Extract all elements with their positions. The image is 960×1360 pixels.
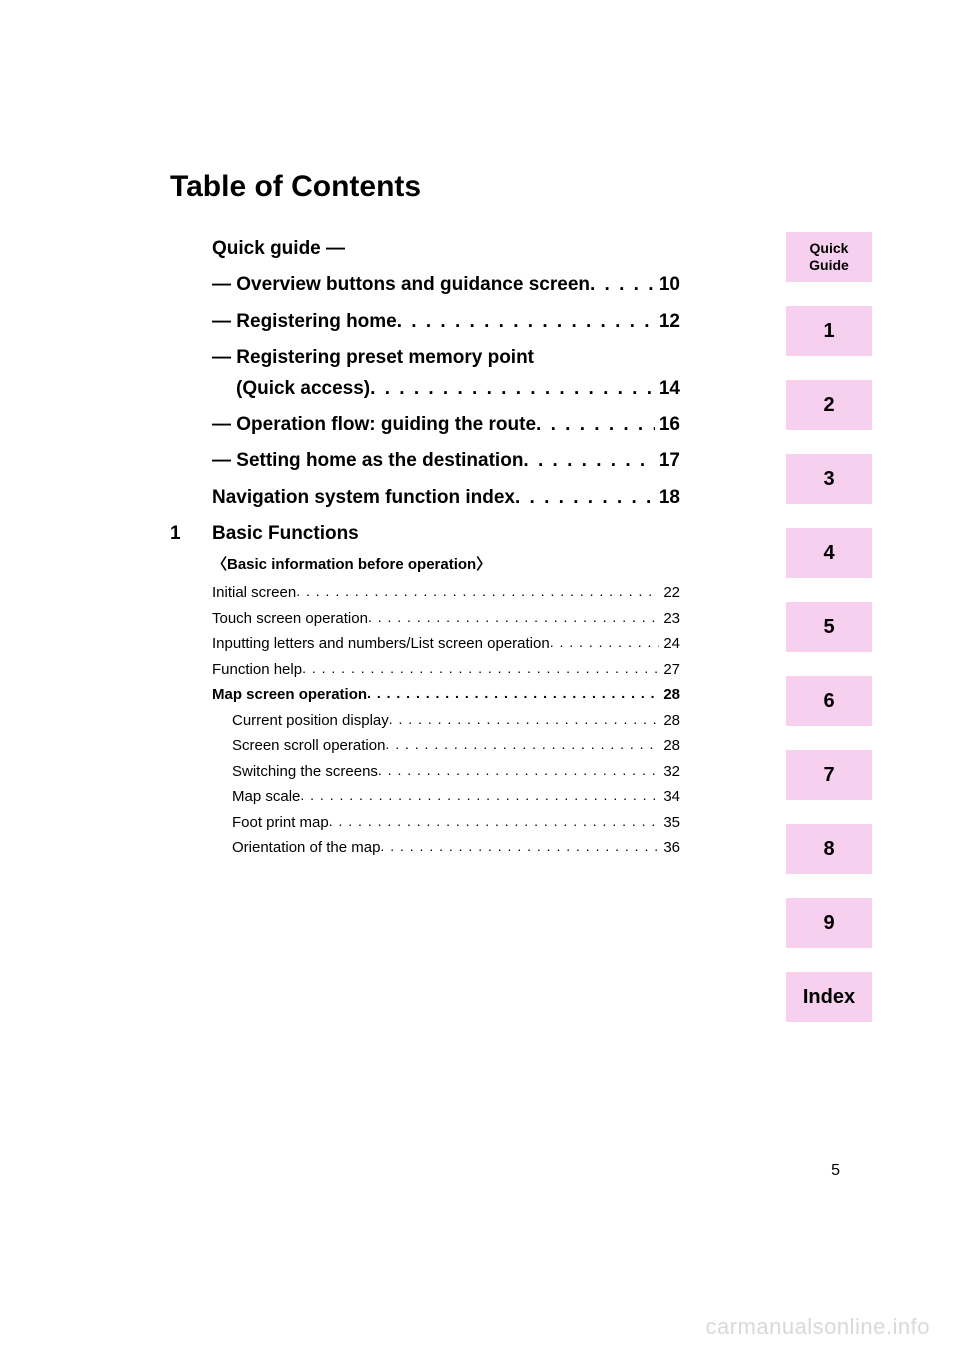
entry-page: 12: [655, 307, 680, 337]
toc-sub-entry: Foot print map . . . . . . . . . . . . .…: [212, 810, 680, 836]
entry-label: Current position display: [232, 708, 389, 734]
entry-page: 22: [659, 580, 680, 606]
leader-dots: . . . . . . . . . . . . . . . . . . . . …: [550, 631, 660, 657]
page-number: 5: [831, 1162, 840, 1180]
entry-label: Touch screen operation: [212, 606, 368, 632]
side-tabs: Quick Guide 1 2 3 4 5 6 7 8 9 Index: [786, 232, 872, 1046]
entry-label: — Registering preset memory point: [212, 343, 680, 373]
toc-sub-entry: Current position display . . . . . . . .…: [212, 708, 680, 734]
side-tab[interactable]: Index: [786, 972, 872, 1022]
entry-page: 17: [655, 446, 680, 476]
entry-label: (Quick access): [236, 374, 370, 404]
entry-label: Map scale: [232, 784, 300, 810]
entry-page: 27: [659, 657, 680, 683]
entry-page: 28: [659, 682, 680, 708]
leader-dots: . . . . . . . . . . . . . . . . . . . . …: [378, 759, 659, 785]
toc-sub-entry: Initial screen . . . . . . . . . . . . .…: [212, 580, 680, 606]
sub-entries-list: Initial screen . . . . . . . . . . . . .…: [212, 580, 680, 861]
entry-label: Foot print map: [232, 810, 329, 836]
leader-dots: . . . . . . . . . . . . . . . . . . . . …: [370, 374, 655, 404]
toc-sub-entry: Map scale . . . . . . . . . . . . . . . …: [212, 784, 680, 810]
leader-dots: . . . . . . . . . . . . . . . . . . . . …: [397, 307, 655, 337]
entry-line2: (Quick access) . . . . . . . . . . . . .…: [212, 374, 680, 404]
heading-label: Quick guide —: [212, 234, 345, 264]
entry-label: — Operation flow: guiding the route: [212, 410, 536, 440]
leader-dots: . . . . . . . . . . . . . . . . . . . . …: [536, 410, 655, 440]
leader-dots: . . . . . . . . . . . . . . . . . . . . …: [302, 657, 659, 683]
leader-dots: . . . . . . . . . . . . . . . . . . . . …: [389, 708, 660, 734]
toc-sub-entry: Switching the screens . . . . . . . . . …: [212, 759, 680, 785]
toc-entry: Navigation system function index . . . .…: [212, 483, 680, 513]
side-tab[interactable]: 2: [786, 380, 872, 430]
page-title: Table of Contents: [170, 170, 680, 204]
section-subtitle: 〈Basic information before operation〉: [212, 553, 680, 574]
entry-label: Inputting letters and numbers/List scree…: [212, 631, 550, 657]
toc-entry: — Overview buttons and guidance screen .…: [212, 270, 680, 300]
entry-page: 32: [659, 759, 680, 785]
toc-sub-entry: Screen scroll operation . . . . . . . . …: [212, 733, 680, 759]
watermark: carmanualsonline.info: [705, 1314, 930, 1340]
entry-label: Initial screen: [212, 580, 296, 606]
leader-dots: . . . . . . . . . . . . . . . . . . . . …: [523, 446, 654, 476]
entry-page: 14: [655, 374, 680, 404]
toc-sub-entry: Function help . . . . . . . . . . . . . …: [212, 657, 680, 683]
leader-dots: . . . . . . . . . . . . . . . . . . . . …: [367, 682, 659, 708]
section-number: 1: [170, 523, 212, 545]
entry-label: Screen scroll operation: [232, 733, 385, 759]
side-tab[interactable]: 9: [786, 898, 872, 948]
toc-sub-entry: Orientation of the map . . . . . . . . .…: [212, 835, 680, 861]
entry-page: 28: [659, 708, 680, 734]
entry-label: Navigation system function index: [212, 483, 515, 513]
toc-sub-entry: Inputting letters and numbers/List scree…: [212, 631, 680, 657]
entry-page: 24: [659, 631, 680, 657]
quick-entries-list: — Overview buttons and guidance screen .…: [212, 270, 680, 337]
entry-page: 34: [659, 784, 680, 810]
toc-entry-wrap: — Registering preset memory point (Quick…: [212, 343, 680, 404]
side-tab[interactable]: 6: [786, 676, 872, 726]
quick-guide-heading: Quick guide —: [212, 234, 680, 264]
side-tab[interactable]: 4: [786, 528, 872, 578]
leader-dots: . . . . . . . . . . . . . . . . . . . . …: [380, 835, 659, 861]
leader-dots: . . . . . . . . . . . . . . . . . . . . …: [515, 483, 655, 513]
side-tab[interactable]: 8: [786, 824, 872, 874]
entry-label: — Overview buttons and guidance screen: [212, 270, 590, 300]
toc-entry: — Registering home . . . . . . . . . . .…: [212, 307, 680, 337]
side-tab[interactable]: 1: [786, 306, 872, 356]
toc-entry: — Operation flow: guiding the route . . …: [212, 410, 680, 440]
entry-page: 18: [655, 483, 680, 513]
section-title: Basic Functions: [212, 523, 359, 545]
side-tab[interactable]: 3: [786, 454, 872, 504]
entry-label: Switching the screens: [232, 759, 378, 785]
toc-entry: — Setting home as the destination . . . …: [212, 446, 680, 476]
side-tab[interactable]: 5: [786, 602, 872, 652]
entry-page: 28: [659, 733, 680, 759]
entry-page: 35: [659, 810, 680, 836]
entry-page: 10: [655, 270, 680, 300]
side-tab[interactable]: Quick Guide: [786, 232, 872, 282]
section-row: 1 Basic Functions: [170, 523, 680, 545]
quick-guide-block: Quick guide — — Overview buttons and gui…: [170, 234, 680, 513]
entry-page: 23: [659, 606, 680, 632]
toc-content: Table of Contents Quick guide — — Overvi…: [170, 170, 680, 861]
entry-page: 36: [659, 835, 680, 861]
entry-label: — Registering home: [212, 307, 397, 337]
side-tab[interactable]: 7: [786, 750, 872, 800]
toc-sub-entry: Map screen operation . . . . . . . . . .…: [212, 682, 680, 708]
entry-label: Orientation of the map: [232, 835, 380, 861]
entry-label: — Setting home as the destination: [212, 446, 523, 476]
page: Table of Contents Quick guide — — Overvi…: [0, 0, 960, 1360]
quick-entries-list-2: — Operation flow: guiding the route . . …: [212, 410, 680, 513]
leader-dots: . . . . . . . . . . . . . . . . . . . . …: [590, 270, 655, 300]
toc-sub-entry: Touch screen operation . . . . . . . . .…: [212, 606, 680, 632]
entry-label: Map screen operation: [212, 682, 367, 708]
leader-dots: . . . . . . . . . . . . . . . . . . . . …: [368, 606, 659, 632]
section-body: 〈Basic information before operation〉 Ini…: [170, 553, 680, 861]
entry-label: Function help: [212, 657, 302, 683]
leader-dots: . . . . . . . . . . . . . . . . . . . . …: [385, 733, 659, 759]
entry-page: 16: [655, 410, 680, 440]
leader-dots: . . . . . . . . . . . . . . . . . . . . …: [300, 784, 659, 810]
leader-dots: . . . . . . . . . . . . . . . . . . . . …: [296, 580, 659, 606]
leader-dots: . . . . . . . . . . . . . . . . . . . . …: [329, 810, 660, 836]
